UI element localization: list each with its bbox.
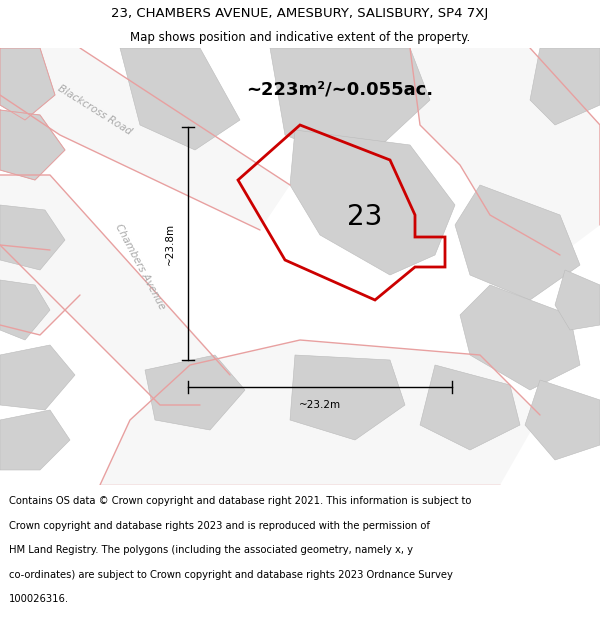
Polygon shape: [460, 285, 580, 390]
Text: Blackcross Road: Blackcross Road: [56, 83, 134, 137]
Polygon shape: [455, 185, 580, 300]
Polygon shape: [0, 48, 55, 120]
Polygon shape: [0, 345, 75, 410]
Polygon shape: [0, 410, 70, 470]
Polygon shape: [530, 48, 600, 125]
Polygon shape: [410, 48, 600, 255]
Text: Contains OS data © Crown copyright and database right 2021. This information is : Contains OS data © Crown copyright and d…: [9, 496, 472, 506]
Polygon shape: [420, 365, 520, 450]
Polygon shape: [145, 355, 245, 430]
Text: ~23.2m: ~23.2m: [299, 400, 341, 410]
Polygon shape: [290, 130, 455, 275]
Text: Map shows position and indicative extent of the property.: Map shows position and indicative extent…: [130, 31, 470, 44]
Text: co-ordinates) are subject to Crown copyright and database rights 2023 Ordnance S: co-ordinates) are subject to Crown copyr…: [9, 570, 453, 580]
Text: 23: 23: [347, 202, 382, 231]
Polygon shape: [0, 205, 65, 270]
Polygon shape: [0, 110, 65, 180]
Polygon shape: [0, 280, 50, 340]
Polygon shape: [100, 340, 540, 485]
Text: 23, CHAMBERS AVENUE, AMESBURY, SALISBURY, SP4 7XJ: 23, CHAMBERS AVENUE, AMESBURY, SALISBURY…: [112, 7, 488, 20]
Text: ~223m²/~0.055ac.: ~223m²/~0.055ac.: [247, 81, 434, 99]
Polygon shape: [0, 48, 290, 230]
Text: Crown copyright and database rights 2023 and is reproduced with the permission o: Crown copyright and database rights 2023…: [9, 521, 430, 531]
Polygon shape: [120, 48, 240, 150]
Text: 100026316.: 100026316.: [9, 594, 69, 604]
Polygon shape: [290, 355, 405, 440]
Polygon shape: [270, 48, 430, 165]
Polygon shape: [0, 245, 80, 335]
Polygon shape: [0, 175, 230, 405]
Text: HM Land Registry. The polygons (including the associated geometry, namely x, y: HM Land Registry. The polygons (includin…: [9, 545, 413, 555]
Text: Chambers Avenue: Chambers Avenue: [113, 222, 167, 311]
Polygon shape: [525, 380, 600, 460]
Polygon shape: [555, 270, 600, 330]
Text: ~23.8m: ~23.8m: [165, 222, 175, 264]
